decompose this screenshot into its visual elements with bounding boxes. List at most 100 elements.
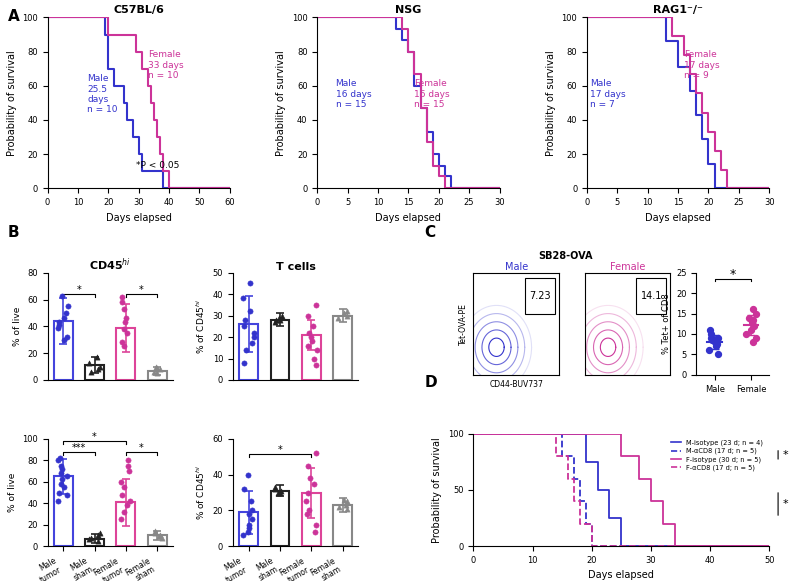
Bar — [117, 502, 136, 546]
Point — [59, 309, 72, 318]
Point — [341, 504, 354, 513]
Point — [151, 363, 163, 372]
Point — [82, 358, 95, 367]
Point — [155, 533, 168, 542]
Point — [302, 311, 315, 320]
Point — [151, 368, 163, 378]
Point — [117, 507, 130, 517]
Point — [52, 496, 65, 505]
Point — [308, 527, 321, 536]
Text: 14.1: 14.1 — [641, 290, 662, 301]
Point — [300, 497, 312, 506]
Point — [117, 304, 130, 314]
Point — [271, 488, 284, 497]
Point — [85, 367, 98, 376]
Point — [116, 292, 128, 302]
Y-axis label: % of live: % of live — [8, 473, 17, 512]
Point — [53, 320, 66, 329]
Point — [149, 362, 162, 371]
Text: *: * — [783, 450, 788, 460]
Bar — [333, 315, 352, 380]
Point — [91, 531, 104, 540]
Bar — [525, 278, 554, 314]
Point — [711, 339, 724, 349]
Text: SB28-OVA: SB28-OVA — [538, 252, 593, 261]
Y-axis label: Probability of survival: Probability of survival — [6, 50, 17, 156]
Point — [55, 479, 67, 489]
Text: *: * — [92, 432, 97, 442]
Point — [749, 333, 762, 343]
Point — [268, 485, 281, 494]
Text: C: C — [424, 225, 435, 241]
Point — [90, 353, 103, 362]
Point — [60, 472, 73, 481]
Point — [711, 350, 724, 359]
Bar — [302, 335, 320, 380]
Point — [239, 315, 251, 325]
Point — [237, 531, 250, 540]
Title: NSG: NSG — [395, 5, 422, 15]
Point — [237, 322, 250, 331]
Point — [53, 318, 66, 327]
Point — [119, 318, 132, 327]
Point — [153, 531, 166, 540]
Text: D: D — [424, 375, 437, 390]
Text: Female
17 days
n = 9: Female 17 days n = 9 — [684, 51, 720, 80]
Point — [747, 338, 760, 347]
Point — [120, 314, 132, 323]
Point — [238, 358, 251, 367]
Point — [245, 505, 258, 515]
Text: *: * — [139, 285, 144, 295]
Y-axis label: Probability of survival: Probability of survival — [276, 50, 286, 156]
Point — [749, 309, 762, 318]
Point — [243, 307, 256, 316]
X-axis label: CD44-BUV737: CD44-BUV737 — [489, 381, 543, 389]
Point — [302, 461, 315, 471]
Text: 7.23: 7.23 — [529, 290, 550, 301]
Text: *: * — [76, 285, 81, 295]
Bar — [117, 328, 136, 380]
Point — [149, 526, 162, 536]
Point — [310, 520, 323, 529]
Point — [61, 332, 74, 342]
Point — [85, 533, 98, 542]
Point — [302, 505, 315, 515]
Point — [308, 354, 320, 363]
Point — [711, 333, 724, 343]
Title: Female: Female — [610, 262, 646, 272]
Point — [149, 529, 162, 538]
Text: *: * — [730, 268, 736, 281]
Point — [245, 497, 258, 506]
Point — [332, 502, 345, 511]
Bar — [85, 365, 104, 380]
Point — [337, 309, 350, 318]
Bar — [147, 536, 167, 546]
Title: C57BL/6: C57BL/6 — [113, 5, 164, 15]
Point — [52, 456, 64, 465]
Point — [341, 307, 354, 316]
Point — [58, 314, 71, 323]
Bar — [54, 321, 73, 380]
Text: Male
25.5
days
n = 10: Male 25.5 days n = 10 — [87, 74, 117, 114]
Point — [308, 479, 320, 488]
Bar — [333, 505, 352, 546]
Point — [305, 332, 318, 342]
Point — [703, 346, 716, 355]
Bar — [239, 512, 258, 546]
Point — [339, 500, 352, 510]
Point — [746, 317, 759, 327]
Legend: M-isotype (23 d; n = 4), M-αCD8 (17 d; n = 5), F-isotype (30 d; n = 5), F-αCD8 (: M-isotype (23 d; n = 4), M-αCD8 (17 d; n… — [668, 437, 766, 474]
Text: *: * — [278, 444, 282, 454]
Text: ***: *** — [71, 443, 86, 453]
Point — [305, 337, 318, 346]
Point — [747, 305, 760, 314]
Point — [268, 317, 281, 327]
Point — [745, 325, 757, 335]
X-axis label: Days elapsed: Days elapsed — [105, 213, 171, 223]
Point — [340, 497, 353, 506]
Point — [238, 485, 251, 494]
Point — [739, 329, 752, 339]
Point — [147, 367, 160, 376]
Point — [301, 510, 314, 519]
Title: RAG1⁻/⁻: RAG1⁻/⁻ — [653, 5, 703, 15]
